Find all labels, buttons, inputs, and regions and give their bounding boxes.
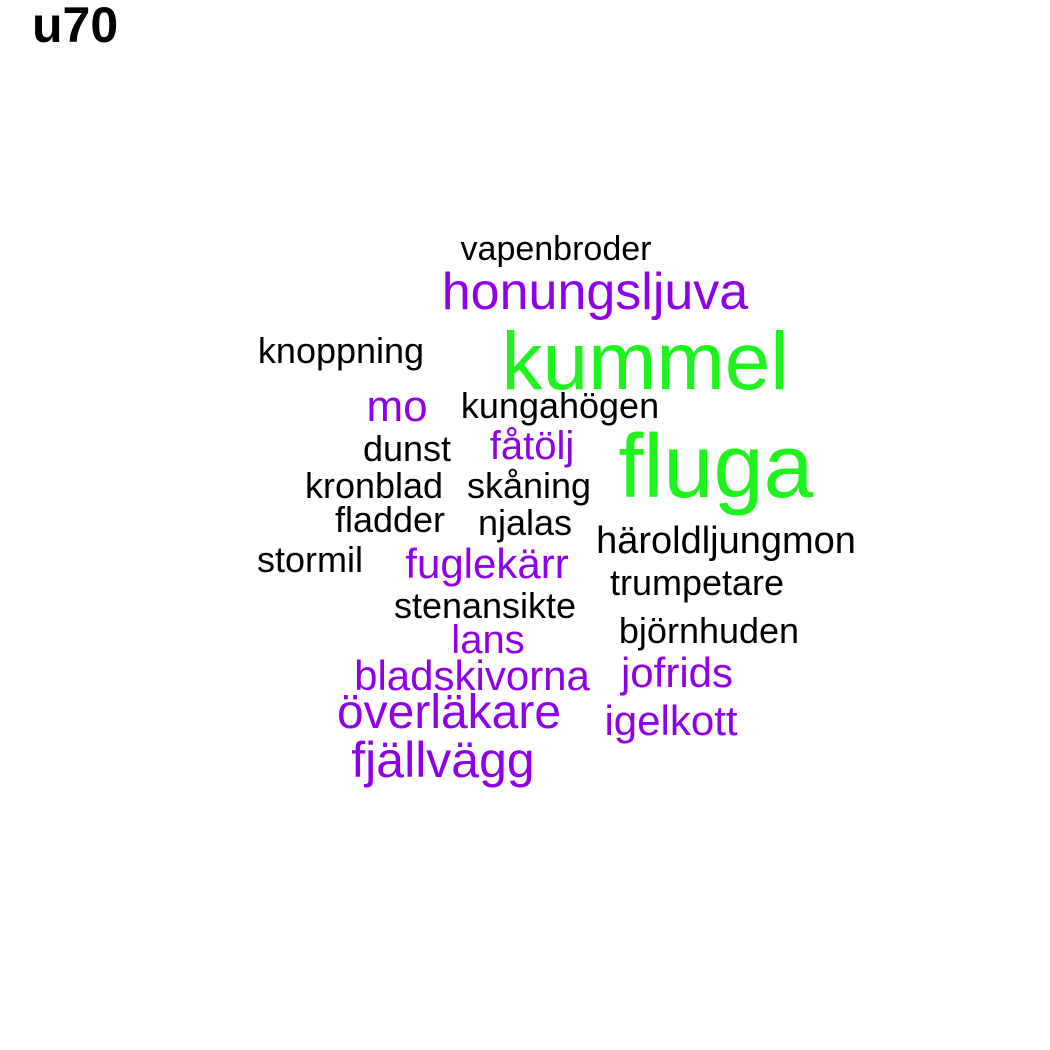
word-1: honungsljuva (441, 263, 749, 321)
word-20: bladskivorna (354, 652, 590, 699)
word-5: kungahögen (460, 385, 660, 426)
word-22: överläkare (336, 686, 562, 739)
word-17: stenansikte (393, 585, 577, 626)
word-12: njalas (477, 502, 573, 543)
word-21: jofrids (620, 649, 734, 696)
word-10: skåning (466, 465, 592, 506)
word-9: kronblad (304, 465, 444, 506)
word-19: björnhuden (618, 610, 800, 651)
word-15: fuglekärr (405, 540, 569, 587)
word-18: lans (451, 618, 525, 662)
word-7: fåtölj (489, 424, 575, 468)
word-13: häroldljungmon (596, 520, 856, 562)
word-14: stormil (257, 539, 363, 580)
word-0: vapenbroder (460, 230, 652, 268)
plot-title: u70 (32, 0, 119, 53)
word-16: trumpetare (609, 562, 785, 603)
word-23: igelkott (604, 697, 738, 744)
word-11: fladder (334, 499, 446, 540)
word-4: mo (366, 382, 428, 431)
word-2: knoppning (257, 330, 425, 371)
word-6: dunst (362, 428, 452, 469)
word-24: fjällvägg (351, 732, 535, 788)
word-3: kummel (501, 316, 789, 407)
word-8: fluga (618, 417, 814, 517)
